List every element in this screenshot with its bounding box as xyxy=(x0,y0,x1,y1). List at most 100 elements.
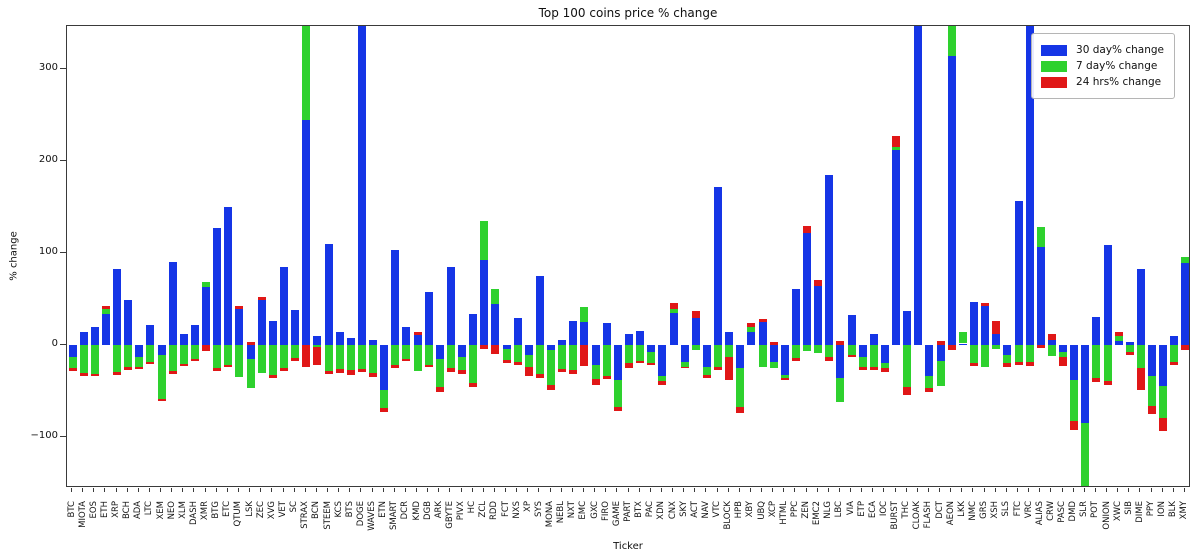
bar-segment-HTML xyxy=(780,345,789,375)
bar-segment-VTC xyxy=(714,366,723,371)
bar-segment-ADA xyxy=(135,367,144,370)
bar-segment-NAV xyxy=(702,374,711,379)
x-tick-label-ECA: ECA xyxy=(867,501,878,519)
bar-segment-NEBL xyxy=(558,345,567,370)
x-tick-label-ZEC: ZEC xyxy=(255,501,266,519)
bar-segment-STRAX xyxy=(302,119,311,346)
bar-segment-BURST xyxy=(892,135,901,148)
x-tick-mark xyxy=(148,488,150,492)
x-tick-label-DOGE: DOGE xyxy=(355,501,366,527)
x-tick-label-VET: VET xyxy=(278,501,288,518)
x-tick-mark xyxy=(894,488,896,492)
bar-segment-MIOTA xyxy=(79,345,88,373)
bar-segment-SKY xyxy=(680,345,689,362)
x-tick-mark xyxy=(571,488,573,492)
bar-segment-ZCL xyxy=(480,345,489,350)
bar-segment-SLS xyxy=(1003,354,1012,363)
x-tick-mark xyxy=(460,488,462,492)
bar-segment-NXT xyxy=(569,345,578,371)
bar-segment-BLK xyxy=(1170,361,1179,365)
bar-segment-BLOCK xyxy=(725,357,734,381)
bar-segment-POT xyxy=(1092,345,1101,379)
x-tick-mark xyxy=(71,488,73,492)
x-tick-label-CRW: CRW xyxy=(1045,501,1056,521)
x-tick-label-EMC2: EMC2 xyxy=(812,501,823,526)
x-axis-label: Ticker xyxy=(613,541,643,552)
bar-segment-ZEN xyxy=(803,345,812,351)
x-tick-mark xyxy=(327,488,329,492)
bar-segment-XMR xyxy=(202,345,211,351)
x-tick-mark xyxy=(237,488,239,492)
x-tick-label-SLS: SLS xyxy=(1001,501,1012,517)
bar-segment-XBY xyxy=(747,331,756,346)
bar-segment-NXS xyxy=(513,345,522,362)
bar-segment-FLASH xyxy=(925,375,934,388)
x-tick-label-CLOAK: CLOAK xyxy=(912,501,923,530)
x-tick-label-BCN: BCN xyxy=(311,501,322,519)
bar-segment-GRS xyxy=(981,303,990,306)
x-tick-mark xyxy=(260,488,262,492)
bar-segment-FTC xyxy=(1014,345,1023,362)
x-tick-label-BTS: BTS xyxy=(344,501,355,518)
bar-segment-ARK xyxy=(435,359,444,387)
x-tick-label-POT: POT xyxy=(1090,501,1101,519)
bar-segment-SLS xyxy=(1003,345,1012,355)
x-tick-mark xyxy=(638,488,640,492)
bar-segment-PPC xyxy=(791,358,800,361)
bar-segment-HC xyxy=(469,345,478,384)
x-tick-label-SC: SC xyxy=(289,501,300,513)
x-tick-label-FTC: FTC xyxy=(1012,501,1023,517)
y-tick-label-100: 100 xyxy=(38,246,58,258)
bar-segment-GAME xyxy=(613,380,622,407)
bar-segment-BCN xyxy=(313,336,322,346)
x-tick-mark xyxy=(905,488,907,492)
x-tick-label-CNX: CNX xyxy=(667,501,678,520)
bar-segment-XVG xyxy=(268,345,277,375)
x-tick-mark xyxy=(1017,488,1018,492)
x-tick-label-ONION: ONION xyxy=(1101,501,1112,530)
bar-segment-SLS xyxy=(1003,362,1012,367)
x-tick-mark xyxy=(716,488,718,492)
x-tick-label-VRC: VRC xyxy=(1023,501,1034,519)
bar-segment-NLG xyxy=(825,357,834,361)
bar-segment-WAVES xyxy=(369,372,378,377)
bar-segment-STEEM xyxy=(324,371,333,374)
x-tick-label-RDD: RDD xyxy=(489,501,500,520)
bar-segment-EOS xyxy=(90,326,99,346)
x-tick-mark xyxy=(1172,488,1174,492)
bar-segment-XMY xyxy=(1181,263,1189,346)
x-tick-mark xyxy=(160,488,162,492)
bar-segment-BLK xyxy=(1170,345,1179,362)
x-tick-mark xyxy=(271,488,273,492)
x-tick-label-MIOTA: MIOTA xyxy=(77,501,88,528)
bar-segment-ION xyxy=(1159,418,1168,431)
bar-segment-NAV xyxy=(702,345,711,367)
bar-segment-BCH xyxy=(124,367,133,371)
x-tick-mark xyxy=(393,488,395,492)
bar-segment-MIOTA xyxy=(79,372,88,376)
x-tick-mark xyxy=(1183,488,1185,492)
bar-segment-XCP xyxy=(769,341,778,346)
bar-segment-SMART xyxy=(391,345,400,365)
y-tick-mark xyxy=(60,159,66,161)
x-tick-label-SYS: SYS xyxy=(533,501,544,517)
bar-segment-XP xyxy=(524,354,533,367)
bar-segment-BTS xyxy=(346,337,355,346)
bar-segment-CNX xyxy=(669,313,678,346)
x-tick-label-DGB: DGB xyxy=(422,501,433,520)
x-tick-mark xyxy=(850,488,852,492)
x-tick-mark xyxy=(827,488,829,492)
x-tick-label-IOC: IOC xyxy=(878,501,889,517)
x-tick-label-ION: ION xyxy=(1157,501,1168,517)
bar-segment-XLM xyxy=(179,363,188,366)
x-tick-mark xyxy=(1083,488,1085,492)
x-tick-mark xyxy=(315,488,317,492)
bar-segment-XP xyxy=(524,345,533,355)
bar-segment-FTC xyxy=(1014,361,1023,365)
bar-segment-ETC xyxy=(224,345,233,365)
bar-segment-THC xyxy=(903,386,912,396)
bar-segment-VET xyxy=(280,267,288,346)
x-tick-label-PASC: PASC xyxy=(1057,501,1068,523)
bar-segment-GBYTE xyxy=(446,267,455,346)
x-tick-mark xyxy=(527,488,529,492)
